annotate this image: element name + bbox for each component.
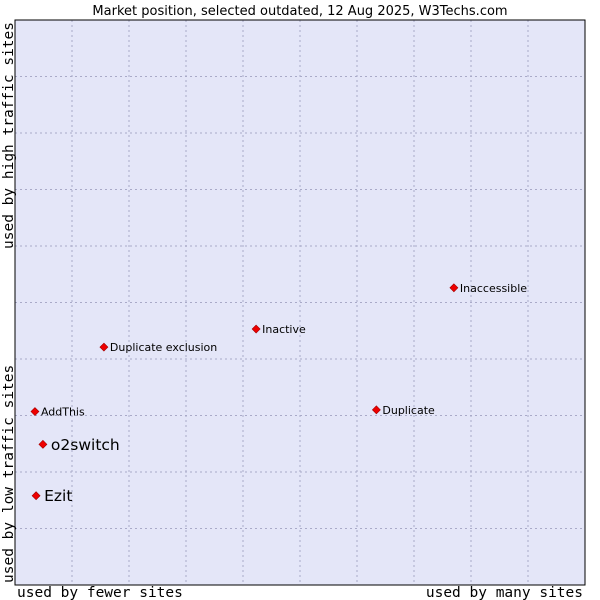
x-axis-label-left: used by fewer sites (17, 585, 183, 600)
point-label: Duplicate (382, 404, 435, 417)
y-axis-label-high: used by high traffic sites (1, 22, 17, 249)
plot-frame (14, 19, 586, 586)
point-marker (251, 324, 261, 334)
point-marker (99, 342, 109, 352)
point-marker (31, 491, 41, 501)
point-marker (449, 283, 459, 293)
point-label: Inaccessible (460, 282, 527, 295)
point-label: Inactive (262, 323, 306, 336)
x-axis-label-right: used by many sites (426, 585, 583, 600)
point-label: Duplicate exclusion (110, 341, 217, 354)
data-points: Inaccessible Inactive Duplicate exclusion D… (30, 282, 527, 505)
point-marker (30, 407, 40, 416)
grid-lines (15, 20, 585, 585)
point-marker (38, 439, 48, 449)
y-axis-label-low: used by low traffic sites (1, 365, 17, 583)
chart-title: Market position, selected outdated, 12 A… (92, 4, 507, 19)
point-label: Ezit (44, 487, 72, 505)
point-label: o2switch (51, 436, 120, 454)
point-label: AddThis (41, 406, 85, 419)
point-marker (371, 405, 381, 415)
